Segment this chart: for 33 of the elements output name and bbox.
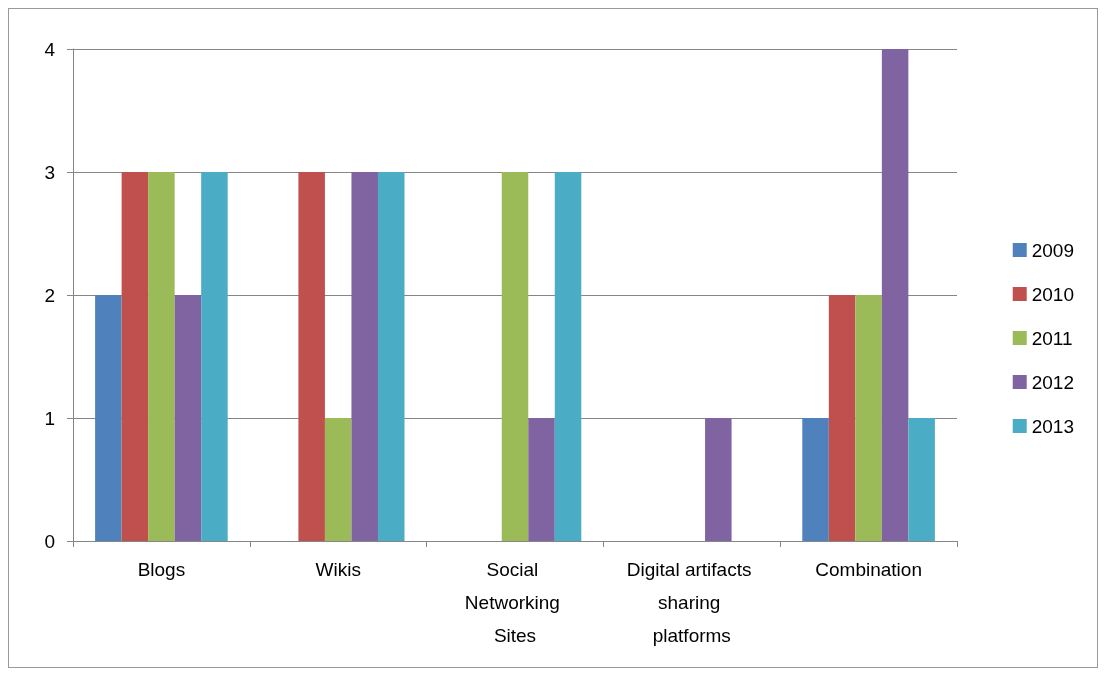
x-tick-label: Combination [815, 559, 922, 580]
bar [855, 295, 882, 541]
bar [377, 172, 405, 541]
bar [148, 172, 175, 541]
legend-label: 2010 [1031, 283, 1075, 305]
bar [802, 418, 829, 541]
bar [324, 418, 352, 541]
bar [528, 418, 555, 541]
x-tick-label: Social Networking Sites [464, 559, 566, 646]
x-tick-label: Wikis [315, 559, 361, 580]
bar [554, 172, 582, 541]
y-tick-label: 4 [44, 38, 56, 60]
legend-label: 2011 [1031, 327, 1073, 349]
bar [298, 172, 325, 541]
bar [351, 172, 378, 541]
legend-label: 2012 [1031, 371, 1075, 393]
bar [174, 295, 202, 541]
bar [705, 418, 732, 541]
y-tick-label: 3 [44, 161, 55, 183]
bar [908, 418, 935, 541]
bar [881, 49, 909, 541]
bar [828, 295, 856, 541]
bar [201, 172, 228, 541]
y-tick-label: 1 [44, 407, 55, 429]
y-tick-label: 0 [44, 530, 55, 552]
bar [121, 172, 149, 541]
x-tick-label: Digital artifacts sharing platforms [626, 559, 757, 646]
legend-label: 2009 [1031, 239, 1075, 261]
x-tick-label: Blogs [137, 559, 186, 580]
bar [501, 172, 529, 541]
legend-label: 2013 [1031, 415, 1075, 437]
bar [95, 295, 122, 541]
y-tick-label: 2 [44, 284, 55, 306]
